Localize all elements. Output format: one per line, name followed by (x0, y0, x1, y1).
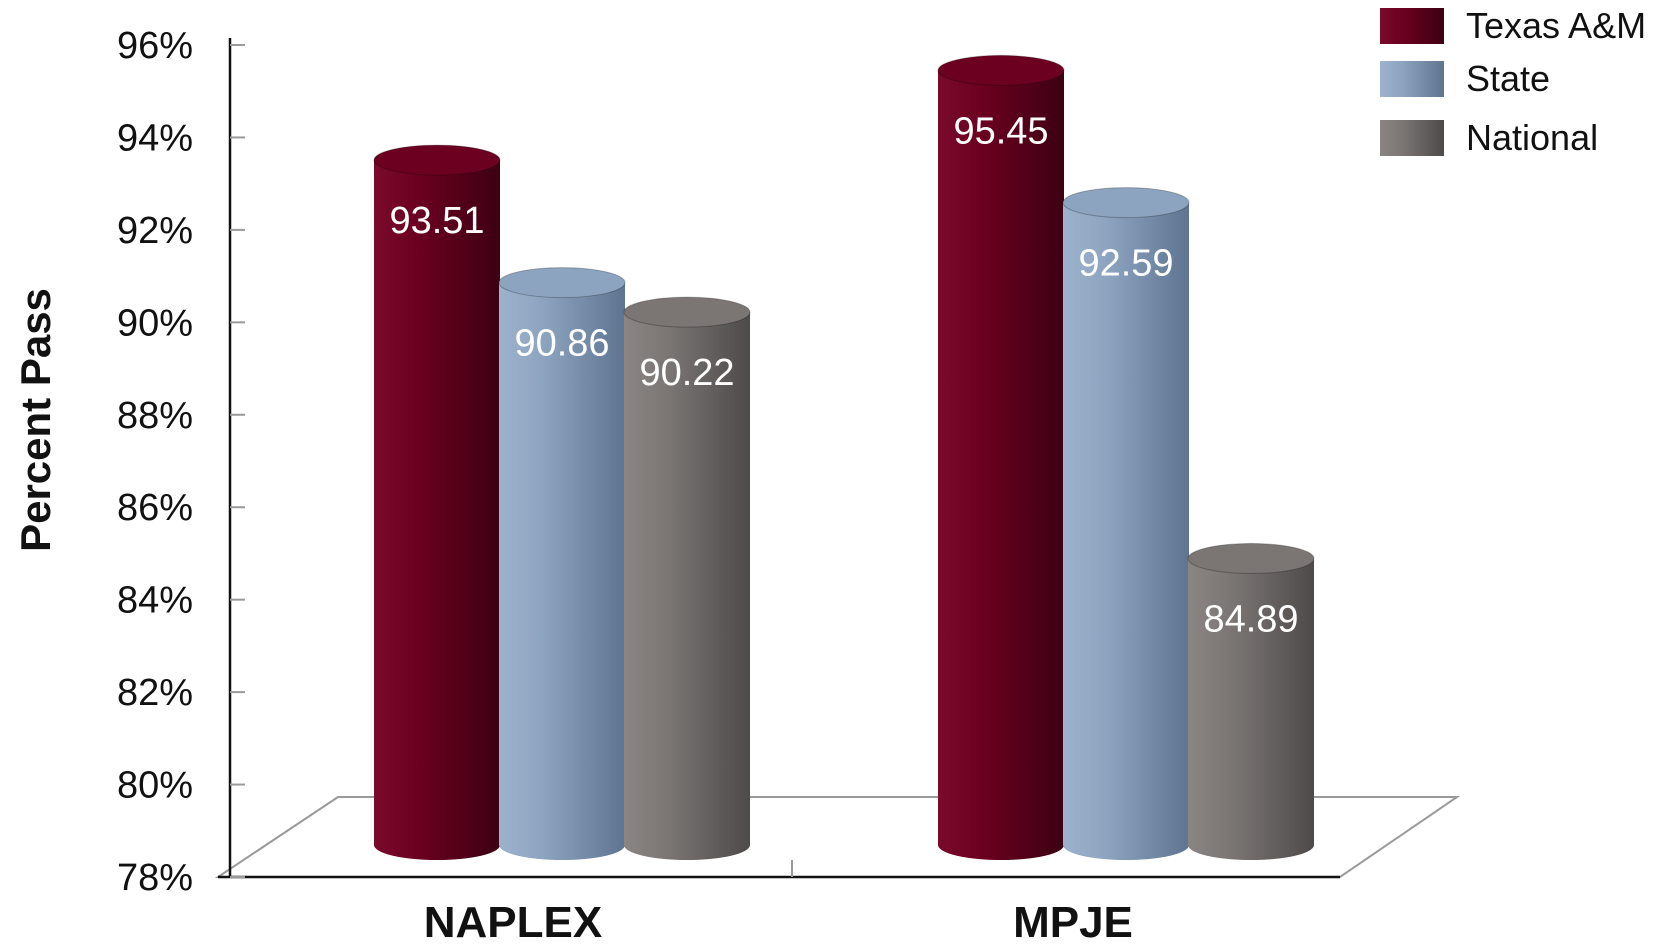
legend-label: National (1466, 117, 1598, 158)
bar-top (1062, 187, 1190, 219)
legend-swatch (1380, 61, 1444, 97)
bar-top (1187, 543, 1315, 575)
data-label: 95.45 (953, 110, 1048, 152)
y-tick-label: 96% (117, 25, 193, 67)
bar-body (374, 160, 500, 861)
bar-mpje-texas-a-m: 95.45 (937, 54, 1065, 860)
y-tick-label: 84% (117, 580, 193, 622)
data-label: 93.51 (389, 200, 484, 242)
y-tick-label: 92% (117, 210, 193, 252)
legend: Texas A&M State National (1380, 5, 1646, 158)
y-axis-ticks: 78% 80% 82% 84% 86% 88% 90% 92% 94% 96% (117, 25, 245, 899)
data-label: 84.89 (1203, 599, 1298, 641)
bar-body (1063, 202, 1189, 860)
y-tick-label: 80% (117, 765, 193, 807)
bar-top (498, 267, 626, 299)
bar-body (499, 282, 625, 860)
bar-mpje-national: 84.89 (1187, 543, 1315, 860)
bar-body (1188, 558, 1314, 860)
bar-body (624, 312, 750, 861)
legend-item: National (1380, 117, 1598, 158)
bar-naplex-national: 90.22 (623, 296, 751, 861)
y-tick-label: 86% (117, 487, 193, 529)
legend-label: Texas A&M (1466, 5, 1646, 46)
legend-swatch (1380, 120, 1444, 156)
data-label: 90.22 (639, 352, 734, 394)
bars: 93.51 90.86 90.22 95.45 92.59 84.89 (373, 54, 1315, 861)
bar-naplex-texas-a-m: 93.51 (373, 144, 501, 861)
y-tick-label: 82% (117, 672, 193, 714)
data-label: 90.86 (514, 323, 609, 365)
bar-top (937, 54, 1065, 86)
bar-body (938, 70, 1064, 860)
y-tick-label: 88% (117, 395, 193, 437)
bar-mpje-state: 92.59 (1062, 187, 1190, 860)
legend-item: Texas A&M (1380, 5, 1646, 46)
x-category-label: NAPLEX (424, 898, 602, 947)
legend-item: State (1380, 58, 1550, 99)
legend-swatch (1380, 8, 1444, 44)
category-labels: NAPLEX MPJE (424, 898, 1133, 947)
data-label: 92.59 (1078, 243, 1173, 285)
legend-label: State (1466, 58, 1550, 99)
bar-top (623, 296, 751, 328)
y-tick-label: 94% (117, 117, 193, 159)
bar-top (373, 144, 501, 176)
bar-naplex-state: 90.86 (498, 267, 626, 860)
y-tick-label: 90% (117, 302, 193, 344)
y-tick-label: 78% (117, 857, 193, 899)
y-axis-label: Percent Pass (12, 288, 59, 552)
x-category-label: MPJE (1013, 898, 1133, 947)
